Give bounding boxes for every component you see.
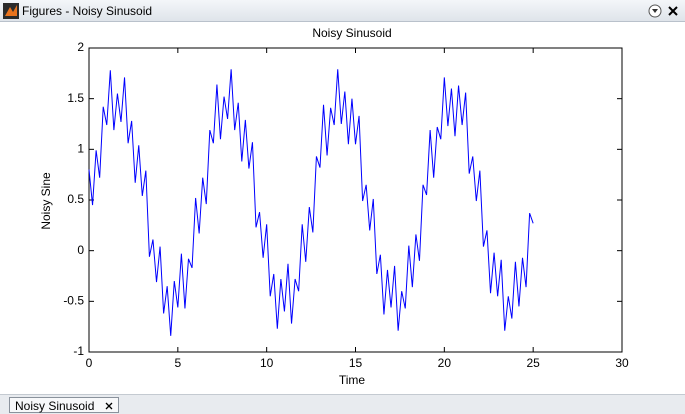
x-tick-label: 30: [615, 356, 629, 370]
tab-bar: Noisy Sinusoid: [0, 394, 685, 414]
x-tick-label: 5: [174, 356, 181, 370]
menu-button[interactable]: [648, 4, 662, 18]
title-bar: Figures - Noisy Sinusoid: [0, 0, 685, 22]
y-tick-label: 0.5: [67, 192, 84, 206]
y-tick-label: -0.5: [63, 294, 84, 308]
y-tick-label: 1.5: [67, 91, 84, 105]
x-tick-label: 15: [349, 356, 363, 370]
tab-close[interactable]: [105, 402, 113, 410]
y-tick-label: -1: [73, 344, 84, 358]
axes-box: [88, 47, 623, 353]
y-axis-label: Noisy Sine: [39, 172, 53, 230]
y-tick-label: 1: [77, 142, 84, 156]
chart-title: Noisy Sinusoid: [312, 26, 391, 40]
app-icon: [3, 3, 19, 19]
data-line: [88, 69, 534, 336]
tab-label: Noisy Sinusoid: [15, 399, 95, 413]
x-tick-label: 0: [86, 356, 93, 370]
x-tick-label: 25: [526, 356, 540, 370]
x-tick-label: 10: [260, 356, 274, 370]
x-axis-label: Time: [339, 373, 366, 387]
y-tick-label: 0: [77, 243, 84, 257]
figure-tab[interactable]: Noisy Sinusoid: [9, 397, 120, 413]
x-tick-label: 20: [438, 356, 452, 370]
window-title: Figures - Noisy Sinusoid: [22, 4, 153, 18]
y-tick-label: 2: [77, 40, 84, 54]
close-button[interactable]: [667, 5, 679, 17]
chart: Noisy Sinusoid Noisy Sine Time 0 5 10 15 20 2…: [39, 26, 629, 387]
